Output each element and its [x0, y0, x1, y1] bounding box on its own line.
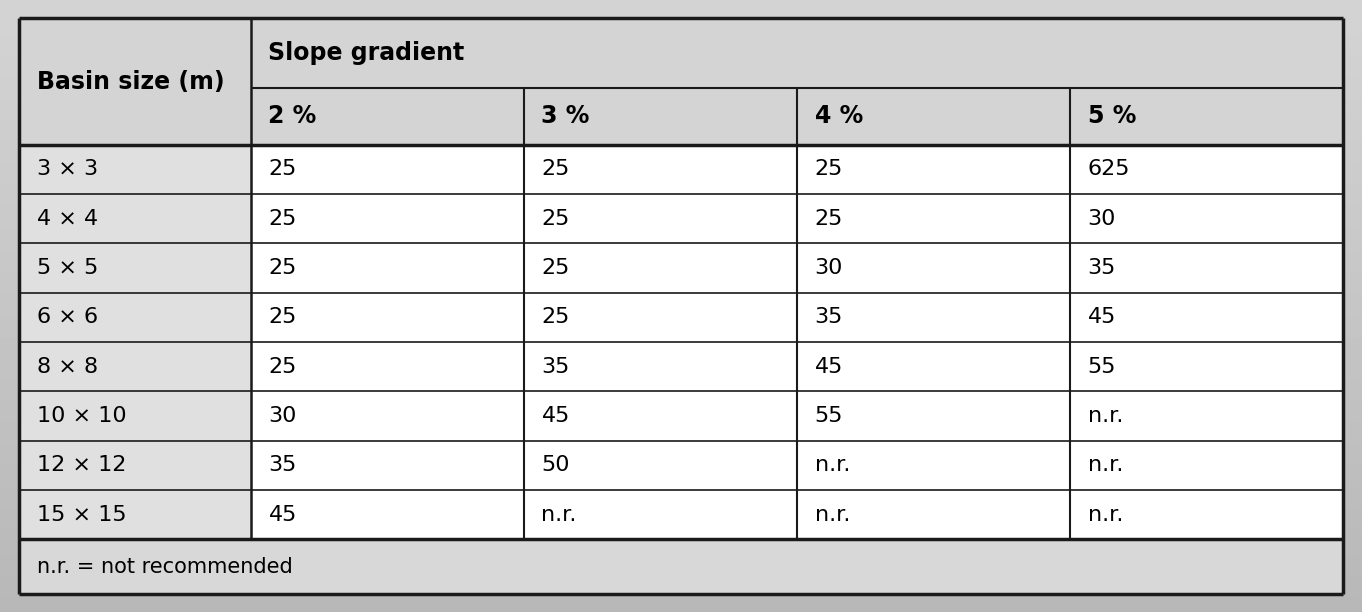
Text: n.r.: n.r. — [814, 455, 850, 476]
Text: 2 %: 2 % — [268, 104, 317, 128]
Text: Basin size (m): Basin size (m) — [37, 70, 225, 94]
Bar — [251, 490, 524, 540]
Text: 30: 30 — [1088, 209, 1115, 229]
Text: 25: 25 — [268, 209, 297, 229]
Text: 8 × 8: 8 × 8 — [37, 357, 98, 377]
Text: n.r.: n.r. — [1088, 505, 1122, 525]
Text: n.r.: n.r. — [814, 505, 850, 525]
Bar — [524, 490, 797, 540]
Text: 625: 625 — [1088, 159, 1130, 179]
Bar — [251, 18, 1343, 88]
Bar — [19, 293, 251, 342]
Bar — [1071, 392, 1343, 441]
Text: n.r.: n.r. — [1088, 406, 1122, 426]
Bar — [1071, 490, 1343, 540]
Bar — [797, 441, 1071, 490]
Bar — [1071, 441, 1343, 490]
Bar — [797, 342, 1071, 392]
Bar — [19, 540, 1343, 594]
Bar — [19, 18, 251, 144]
Text: 25: 25 — [814, 209, 843, 229]
Bar — [524, 194, 797, 244]
Text: 55: 55 — [814, 406, 843, 426]
Text: n.r.: n.r. — [1088, 455, 1122, 476]
Text: 35: 35 — [268, 455, 297, 476]
Bar — [524, 293, 797, 342]
Text: 25: 25 — [268, 357, 297, 377]
Text: 55: 55 — [1088, 357, 1115, 377]
Bar — [524, 392, 797, 441]
Bar — [1071, 194, 1343, 244]
Text: 45: 45 — [814, 357, 843, 377]
Bar — [19, 392, 251, 441]
Text: 25: 25 — [268, 159, 297, 179]
Text: 50: 50 — [542, 455, 571, 476]
Text: 45: 45 — [542, 406, 569, 426]
Bar — [251, 88, 524, 144]
Bar — [797, 392, 1071, 441]
Bar — [19, 144, 251, 194]
Bar — [1071, 144, 1343, 194]
Text: 25: 25 — [542, 159, 569, 179]
Text: 45: 45 — [1088, 307, 1115, 327]
Text: n.r. = not recommended: n.r. = not recommended — [37, 556, 293, 577]
Text: 35: 35 — [542, 357, 569, 377]
Text: 25: 25 — [542, 258, 569, 278]
Bar — [19, 194, 251, 244]
Text: 35: 35 — [1088, 258, 1115, 278]
Text: 10 × 10: 10 × 10 — [37, 406, 127, 426]
Bar — [19, 244, 251, 293]
Bar — [251, 392, 524, 441]
Text: 15 × 15: 15 × 15 — [37, 505, 127, 525]
Text: 3 %: 3 % — [542, 104, 590, 128]
Text: 5 × 5: 5 × 5 — [37, 258, 98, 278]
Bar — [524, 144, 797, 194]
Bar — [1071, 342, 1343, 392]
Text: n.r.: n.r. — [542, 505, 577, 525]
Text: Slope gradient: Slope gradient — [268, 41, 464, 65]
Text: 25: 25 — [268, 258, 297, 278]
Bar — [251, 441, 524, 490]
Bar — [797, 244, 1071, 293]
Bar — [19, 441, 251, 490]
Text: 3 × 3: 3 × 3 — [37, 159, 98, 179]
Bar — [251, 342, 524, 392]
Bar — [524, 244, 797, 293]
Text: 25: 25 — [542, 307, 569, 327]
Bar — [251, 144, 524, 194]
Bar — [797, 144, 1071, 194]
Text: 35: 35 — [814, 307, 843, 327]
Bar — [524, 88, 797, 144]
Bar — [251, 244, 524, 293]
Bar — [19, 490, 251, 540]
Bar — [1071, 244, 1343, 293]
Text: 6 × 6: 6 × 6 — [37, 307, 98, 327]
Bar — [797, 490, 1071, 540]
Text: 5 %: 5 % — [1088, 104, 1136, 128]
Bar — [524, 441, 797, 490]
Bar — [797, 88, 1071, 144]
Text: 4 %: 4 % — [814, 104, 862, 128]
Bar — [251, 194, 524, 244]
Bar — [1071, 293, 1343, 342]
Bar — [1071, 88, 1343, 144]
Text: 25: 25 — [542, 209, 569, 229]
Text: 30: 30 — [268, 406, 297, 426]
Text: 4 × 4: 4 × 4 — [37, 209, 98, 229]
Bar — [251, 293, 524, 342]
Text: 25: 25 — [814, 159, 843, 179]
Bar — [797, 293, 1071, 342]
Bar — [797, 194, 1071, 244]
Text: 12 × 12: 12 × 12 — [37, 455, 127, 476]
Text: 25: 25 — [268, 307, 297, 327]
Bar — [524, 342, 797, 392]
Text: 45: 45 — [268, 505, 297, 525]
Text: 30: 30 — [814, 258, 843, 278]
Bar — [19, 342, 251, 392]
